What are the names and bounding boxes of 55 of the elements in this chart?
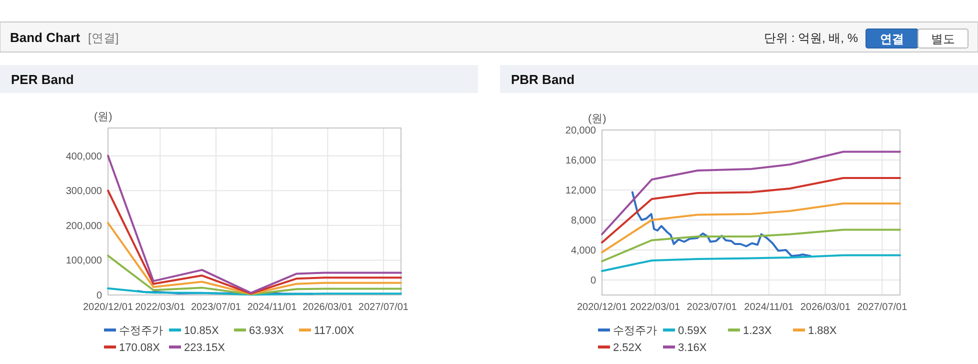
y-tick-label: 20,000 bbox=[565, 126, 596, 136]
text: 별도 bbox=[931, 32, 955, 46]
line-series bbox=[601, 177, 901, 244]
y-tick-label: 16,000 bbox=[565, 156, 596, 166]
y-tick-label: 12,000 bbox=[565, 186, 596, 196]
y-tick-label: 100,000 bbox=[66, 256, 102, 267]
legend-label: 1.88X bbox=[808, 324, 838, 337]
x-tick-label: 2027/07/01 bbox=[857, 302, 908, 313]
legend-label: 10.85X bbox=[184, 324, 220, 337]
y-tick-label: 200,000 bbox=[66, 220, 102, 232]
x-tick-label: 2024/11/01 bbox=[247, 302, 298, 313]
y-tick-label: 4,000 bbox=[570, 246, 596, 256]
legend-label: 수정주가 bbox=[119, 324, 163, 337]
text: [연결] bbox=[88, 31, 119, 45]
legend-label: 수정주가 bbox=[613, 324, 657, 337]
chart-title: PER Band bbox=[11, 72, 74, 87]
y-tick-label: 300,000 bbox=[66, 186, 102, 198]
text: Band Chart bbox=[10, 30, 81, 45]
line-series bbox=[601, 150, 901, 236]
line-series bbox=[631, 191, 812, 257]
text: 단위 : 억원, 배, % bbox=[764, 31, 858, 45]
x-tick-label: 2020/12/01 bbox=[576, 302, 628, 313]
x-tick-label: 2026/03/01 bbox=[302, 302, 354, 313]
y-tick-label: 0 bbox=[96, 290, 102, 302]
y-axis-title: (원) bbox=[94, 111, 112, 123]
x-tick-label: 2023/07/01 bbox=[190, 302, 242, 313]
chart-title: PBR Band bbox=[511, 72, 575, 87]
line-series bbox=[601, 228, 901, 262]
y-tick-label: 400,000 bbox=[66, 151, 102, 162]
legend-label: 117.00X bbox=[314, 324, 355, 337]
x-tick-label: 2027/07/01 bbox=[358, 302, 409, 313]
line-series bbox=[107, 222, 402, 295]
x-tick-label: 2024/11/01 bbox=[744, 302, 794, 313]
legend-label: 3.16X bbox=[678, 342, 708, 354]
legend-label: 0.59X bbox=[678, 324, 708, 337]
line-series bbox=[107, 190, 402, 295]
legend-label: 223.15X bbox=[184, 342, 226, 354]
y-axis-title: (원) bbox=[588, 113, 606, 125]
legend-label: 63.93X bbox=[249, 324, 285, 337]
x-tick-label: 2023/07/01 bbox=[686, 302, 738, 313]
x-tick-label: 2022/03/01 bbox=[630, 302, 681, 313]
line-series bbox=[601, 254, 901, 272]
x-tick-label: 2026/03/01 bbox=[800, 302, 851, 313]
y-tick-label: 0 bbox=[590, 276, 596, 286]
line-series bbox=[107, 254, 402, 296]
line-series bbox=[107, 287, 402, 296]
line-series bbox=[107, 154, 402, 294]
legend-label: 170.08X bbox=[119, 342, 161, 354]
x-tick-label: 2022/03/01 bbox=[135, 302, 186, 313]
legend-label: 2.52X bbox=[613, 342, 642, 354]
text: 연결 bbox=[880, 32, 904, 46]
y-tick-label: 8,000 bbox=[570, 216, 596, 226]
x-tick-label: 2020/12/01 bbox=[82, 302, 134, 313]
legend-label: 1.23X bbox=[743, 324, 772, 337]
line-series bbox=[601, 202, 901, 254]
